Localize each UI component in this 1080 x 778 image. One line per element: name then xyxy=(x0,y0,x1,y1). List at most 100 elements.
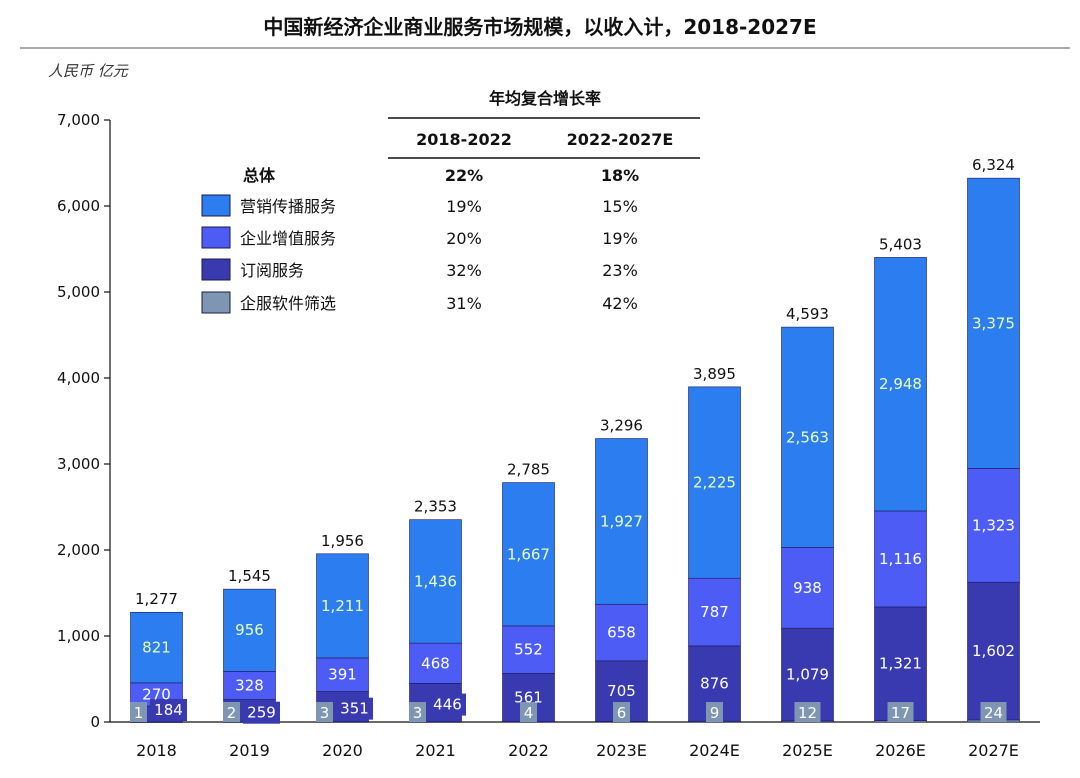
segment-label-box xyxy=(980,702,1007,722)
x-tick-label: 2027E xyxy=(968,741,1019,760)
legend-label: 企业增值服务 xyxy=(240,229,336,248)
cagr-row: 营销传播服务 19% 15% xyxy=(201,194,638,217)
segment-label: 938 xyxy=(793,579,822,597)
unit-label: 人民币 亿元 xyxy=(48,62,129,80)
bar-segment xyxy=(595,438,648,605)
segment-label: 1,667 xyxy=(507,545,550,563)
segment-label: 1,436 xyxy=(414,572,457,590)
segment-label: 270 xyxy=(142,685,171,703)
x-tick-label: 2019 xyxy=(229,741,270,760)
segment-label: 259 xyxy=(247,704,276,722)
segment-label-box xyxy=(706,702,723,722)
segment-label: 1,321 xyxy=(879,655,922,673)
segment-label: 1,927 xyxy=(600,512,643,530)
y-tick-label: 7,000 xyxy=(57,111,100,129)
segment-label-box xyxy=(887,702,914,722)
segment-label: 12 xyxy=(798,704,817,722)
cagr-value: 32% xyxy=(446,261,482,280)
segment-label: 1,211 xyxy=(321,597,364,615)
cagr-value: 31% xyxy=(446,294,482,313)
segment-label: 1 xyxy=(134,704,144,722)
segment-label: 787 xyxy=(700,603,729,621)
segment-label-box xyxy=(223,702,240,722)
bar-segment xyxy=(874,510,927,608)
cagr-row: 总体 22% 18% xyxy=(243,166,639,185)
cagr-row-label: 总体 xyxy=(243,166,276,185)
segment-label: 391 xyxy=(328,666,357,684)
cagr-row: 订阅服务 32% 23% xyxy=(201,258,638,281)
bar-total-label: 3,296 xyxy=(600,417,643,435)
legend-label: 订阅服务 xyxy=(240,261,304,280)
legend-swatch xyxy=(201,291,231,314)
cagr-value: 20% xyxy=(446,229,482,248)
cagr-value: 23% xyxy=(602,261,638,280)
cagr-value: 19% xyxy=(602,229,638,248)
bar-segment xyxy=(874,257,927,512)
segment-label-box xyxy=(520,702,537,722)
legend-swatch xyxy=(201,258,231,281)
bar-stack: 24 1,602 1,323 3,375 6,324 xyxy=(967,156,1020,723)
bar-segment xyxy=(595,603,648,662)
segment-label-box xyxy=(794,702,821,722)
x-tick-label: 2018 xyxy=(136,741,177,760)
segment-label: 9 xyxy=(710,704,720,722)
chart-title: 中国新经济企业商业服务市场规模，以收入计，2018-2027E xyxy=(263,15,816,39)
bar-segment xyxy=(967,468,1020,583)
y-tick-label: 2,000 xyxy=(57,541,100,559)
cagr-value: 18% xyxy=(601,166,639,185)
bar-total-label: 5,403 xyxy=(879,235,922,253)
x-tick-label: 2020 xyxy=(322,741,363,760)
bar-segment xyxy=(409,642,462,684)
segment-label: 17 xyxy=(891,704,910,722)
bar-stack: 3 351 391 1,211 1,956 xyxy=(316,532,373,723)
x-tick-label: 2026E xyxy=(875,741,926,760)
bar-segment xyxy=(502,625,555,674)
bar-segment xyxy=(223,671,276,700)
segment-label-box xyxy=(409,702,426,722)
segment-label: 658 xyxy=(607,624,636,642)
segment-label: 1,079 xyxy=(786,666,829,684)
bar-total-label: 3,895 xyxy=(693,365,736,383)
bar-segment xyxy=(316,657,369,692)
segment-label: 3,375 xyxy=(972,314,1015,332)
segment-label: 446 xyxy=(433,696,462,714)
cagr-row: 企服软件筛选 31% 42% xyxy=(201,291,638,314)
y-tick-label: 3,000 xyxy=(57,455,100,473)
segment-label: 24 xyxy=(984,704,1003,722)
bar-total-label: 2,353 xyxy=(414,498,457,516)
x-tick-label: 2024E xyxy=(689,741,740,760)
y-tick-label: 1,000 xyxy=(57,627,100,645)
segment-label: 3 xyxy=(320,704,330,722)
y-tick-label: 0 xyxy=(90,713,100,731)
x-tick-label: 2023E xyxy=(596,741,647,760)
bar-stack: 17 1,321 1,116 2,948 5,403 xyxy=(874,235,927,723)
segment-label: 2,948 xyxy=(879,375,922,393)
bar-segment xyxy=(967,581,1020,721)
segment-label: 2 xyxy=(227,704,237,722)
legend-label: 企服软件筛选 xyxy=(240,294,336,313)
segment-label: 351 xyxy=(340,700,369,718)
bar-total-label: 1,277 xyxy=(135,590,178,608)
segment-label: 4 xyxy=(524,704,534,722)
bar-segment xyxy=(874,606,927,721)
bar-segment xyxy=(502,482,555,627)
bar-stack: 9 876 787 2,225 3,895 xyxy=(688,365,741,723)
segment-label: 328 xyxy=(235,676,264,694)
x-tick-label: 2025E xyxy=(782,741,833,760)
segment-label: 3 xyxy=(413,704,423,722)
segment-label-box xyxy=(243,701,280,724)
cagr-value: 42% xyxy=(602,294,638,313)
cagr-header-2: 2022-2027E xyxy=(567,130,674,149)
segment-label: 956 xyxy=(235,621,264,639)
segment-label: 2,225 xyxy=(693,474,736,492)
cagr-header-1: 2018-2022 xyxy=(416,130,512,149)
segment-label-box xyxy=(429,693,466,716)
segment-label: 468 xyxy=(421,654,450,672)
segment-label: 2,563 xyxy=(786,428,829,446)
cagr-row: 企业增值服务 20% 19% xyxy=(201,226,638,249)
cagr-title: 年均复合增长率 xyxy=(489,89,601,108)
legend-label: 营销传播服务 xyxy=(240,197,336,216)
bar-stack: 3 446 468 1,436 2,353 xyxy=(409,498,466,723)
